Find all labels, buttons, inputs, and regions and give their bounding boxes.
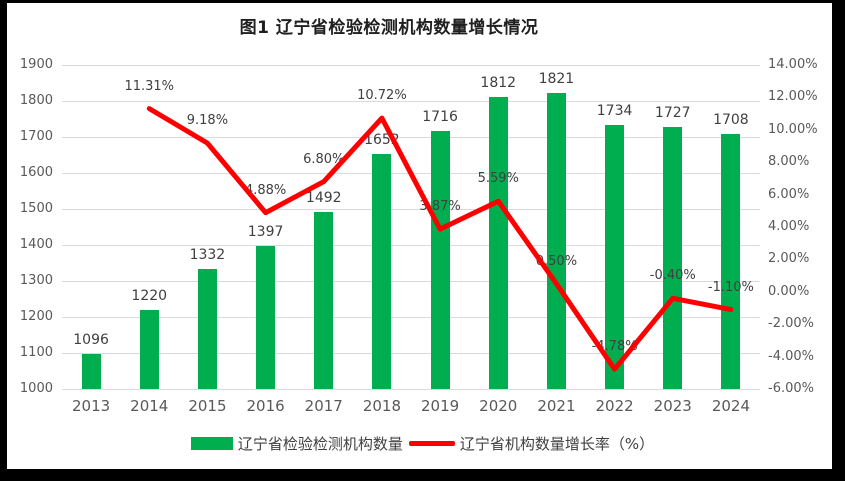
- bar-series-swatch: [190, 437, 233, 450]
- y-axis-tick-left: 1900: [19, 57, 53, 72]
- bar: [488, 96, 508, 389]
- bar: [430, 131, 450, 389]
- bar-value-label: 1397: [247, 224, 284, 241]
- line-point-label: 9.18%: [186, 113, 229, 129]
- bar-value-label: 1708: [713, 112, 749, 129]
- y-axis-tick-left: 1700: [19, 129, 53, 144]
- line-point-label: 11.31%: [124, 78, 175, 94]
- line-point-label: 5.59%: [477, 171, 519, 187]
- line-point-label: -0.40%: [649, 268, 696, 284]
- x-axis-tick: 2015: [188, 397, 227, 415]
- y-axis-tick-right: -6.00%: [768, 381, 814, 396]
- gridline: [62, 388, 760, 390]
- gridline: [62, 100, 760, 102]
- bar-value-label: 1492: [305, 189, 342, 206]
- y-axis-tick-right: -2.00%: [768, 316, 814, 332]
- legend-item-line-series: 辽宁省机构数量增长率（%）: [408, 433, 655, 454]
- bar: [197, 269, 217, 389]
- x-axis-tick: 2016: [246, 397, 285, 415]
- gridline: [62, 136, 760, 138]
- y-axis-tick-left: 1400: [19, 237, 53, 252]
- line-point-label: 6.80%: [303, 151, 345, 167]
- gridline: [62, 352, 760, 354]
- bar: [605, 124, 625, 389]
- x-axis-tick: 2022: [595, 397, 634, 415]
- gridline: [62, 316, 760, 318]
- y-axis-tick-left: 1000: [19, 381, 53, 396]
- bar-value-label: 1734: [596, 102, 633, 119]
- x-axis-tick: 2013: [71, 397, 111, 415]
- x-axis-tick: 2023: [653, 397, 692, 415]
- bar: [139, 309, 159, 389]
- y-axis-tick-left: 1100: [19, 345, 53, 360]
- gridline: [62, 244, 760, 246]
- x-axis-tick: 2021: [537, 397, 576, 415]
- y-axis-tick-left: 1800: [19, 93, 53, 108]
- legend: 辽宁省检验检测机构数量 辽宁省机构数量增长率（%）: [0, 433, 845, 454]
- bar-value-label: 1727: [654, 105, 691, 122]
- y-axis-tick-right: -4.00%: [768, 348, 814, 364]
- gridline: [62, 280, 760, 282]
- y-axis-tick-left: 1300: [19, 273, 53, 288]
- x-axis-tick: 2020: [479, 397, 518, 415]
- growth-line: [146, 106, 734, 372]
- y-axis-tick-right: 12.00%: [768, 89, 818, 105]
- bar: [81, 354, 101, 389]
- y-axis-tick-right: 8.00%: [768, 154, 810, 170]
- line-point-label: 4.88%: [244, 182, 287, 198]
- x-axis-tick: 2014: [130, 397, 169, 415]
- gridline: [62, 64, 760, 66]
- y-axis-tick-left: 1500: [19, 201, 53, 216]
- bar: [546, 93, 566, 389]
- line-point-label: -1.10%: [707, 279, 754, 295]
- bar: [256, 246, 276, 389]
- y-axis-tick-right: 0.00%: [768, 283, 810, 299]
- bar-series-label: 辽宁省检验检测机构数量: [237, 435, 403, 453]
- bar-value-label: 1821: [538, 71, 575, 88]
- y-axis-tick-right: 14.00%: [768, 57, 818, 72]
- y-axis-tick-right: 4.00%: [768, 219, 810, 234]
- y-axis-tick-right: 6.00%: [768, 186, 810, 202]
- bar: [663, 127, 683, 389]
- y-axis-tick-right: 10.00%: [768, 121, 818, 137]
- bar-value-label: 1096: [73, 332, 109, 349]
- bar-value-label: 1812: [480, 74, 517, 91]
- chart-title: 图1 辽宁省检验检测机构数量增长情况: [239, 18, 539, 38]
- bar: [372, 154, 392, 389]
- gridline: [62, 208, 760, 210]
- x-axis-tick: 2024: [711, 397, 750, 415]
- legend-item-bar-series: 辽宁省检验检测机构数量: [190, 433, 403, 454]
- y-axis-tick-left: 1200: [19, 309, 53, 324]
- x-axis-tick: 2019: [420, 397, 460, 415]
- bar-value-label: 1332: [189, 247, 226, 264]
- line-series-label: 辽宁省机构数量增长率（%）: [459, 435, 655, 453]
- line-series-swatch: [408, 441, 455, 446]
- bar: [721, 134, 741, 389]
- bar-value-label: 1220: [131, 287, 168, 304]
- bar-value-label: 1716: [422, 109, 458, 126]
- y-axis-tick-right: 2.00%: [768, 251, 810, 267]
- line-point-label: 10.72%: [357, 88, 407, 104]
- x-axis-tick: 2017: [304, 397, 343, 415]
- y-axis-tick-left: 1600: [19, 165, 53, 180]
- x-axis-tick: 2018: [362, 397, 401, 415]
- bar: [314, 211, 334, 389]
